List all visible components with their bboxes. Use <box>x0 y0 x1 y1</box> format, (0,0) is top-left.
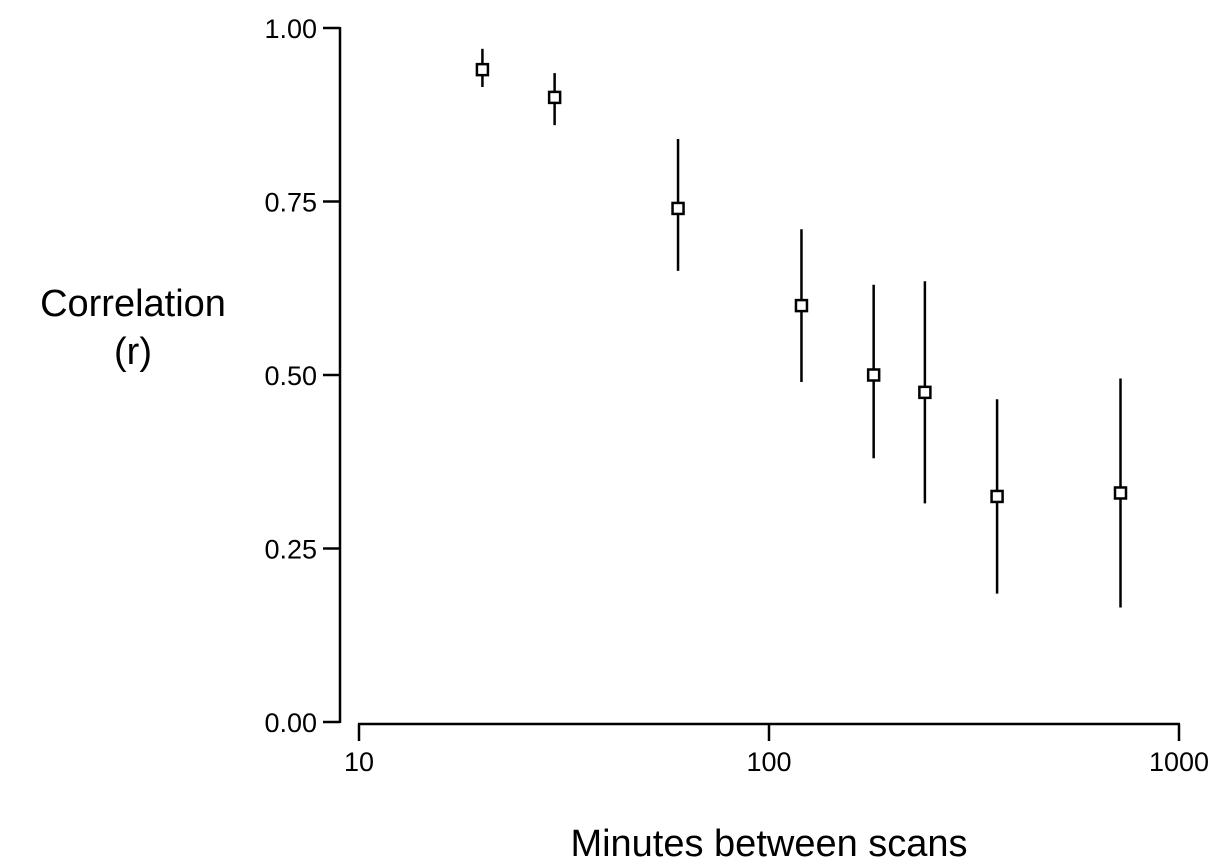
x-ticks: 10 100 1000 <box>344 724 1209 777</box>
square-marker <box>475 62 490 77</box>
square-marker <box>918 385 932 400</box>
data-point <box>866 284 881 459</box>
y-axis-title-line-2: (r) <box>114 331 152 373</box>
square-marker <box>866 368 881 382</box>
x-tick-label: 1000 <box>1149 747 1209 777</box>
data-point <box>794 229 809 382</box>
y-tick-label: 1.00 <box>264 14 317 44</box>
y-tick-label: 0.00 <box>264 708 317 738</box>
square-marker <box>547 90 562 105</box>
data-point <box>547 73 562 126</box>
x-tick-label: 100 <box>746 747 791 777</box>
y-tick-label: 0.75 <box>264 188 317 218</box>
y-tick-label: 0.25 <box>264 535 317 565</box>
y-ticks: 0.00 0.25 0.50 0.75 1.00 <box>264 14 340 738</box>
x-axis-title: Minutes between scans <box>570 823 967 865</box>
y-axis-title-line-1: Correlation <box>40 283 226 325</box>
square-marker <box>990 489 1004 504</box>
square-marker <box>671 201 685 216</box>
square-marker <box>1113 486 1128 500</box>
square-marker <box>794 298 809 313</box>
data-point <box>671 139 685 271</box>
data-point <box>918 281 932 504</box>
data-points <box>475 48 1128 608</box>
x-tick-label: 10 <box>344 747 374 777</box>
data-point <box>1113 378 1128 608</box>
data-point <box>475 48 490 87</box>
data-point <box>990 399 1004 594</box>
y-tick-label: 0.50 <box>264 361 317 391</box>
